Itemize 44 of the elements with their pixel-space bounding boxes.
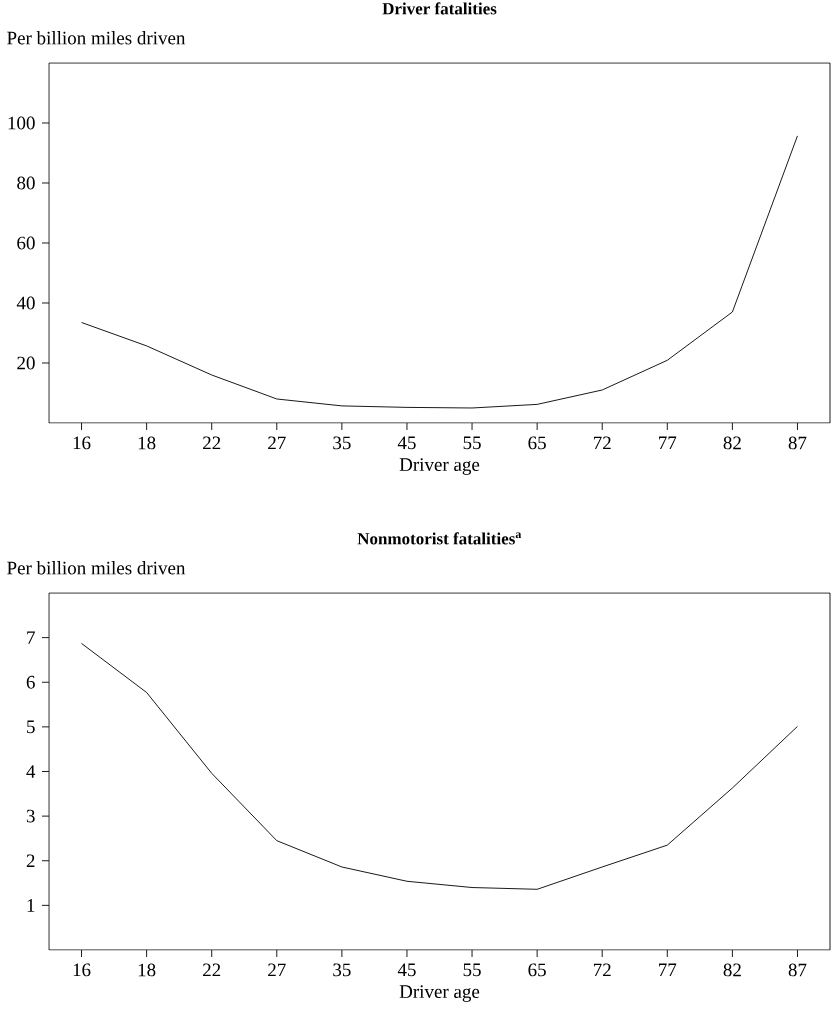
y-tick-label: 40 (16, 296, 35, 310)
x-tick-label: 16 (73, 436, 91, 450)
x-tick-label: 22 (203, 436, 221, 450)
chart-title: Driver fatalities (382, 2, 497, 15)
y-axis-title: Per billion miles driven (7, 31, 186, 45)
line-series (81, 135, 798, 409)
chart-title: Nonmotorist fatalities$^{a}$ (357, 532, 522, 545)
x-tick-label: 22 (203, 963, 221, 977)
y-axis-title: Per billion miles driven (7, 561, 186, 575)
x-tick-label: 16 (73, 963, 91, 977)
x-tick-label: 35 (333, 963, 351, 977)
x-tick-label: 55 (463, 436, 481, 450)
y-tick-label: 3 (26, 809, 35, 823)
x-tick-label: 35 (333, 436, 351, 450)
x-axis-title: Driver age (399, 985, 480, 1002)
x-tick-label: 82 (723, 963, 741, 977)
x-tick-label: 55 (463, 963, 481, 977)
x-tick-label: 45 (397, 963, 416, 977)
x-tick-label: 45 (397, 436, 416, 450)
y-tick-label: 4 (26, 765, 36, 778)
x-tick-label: 18 (138, 963, 156, 977)
x-tick-label: 27 (268, 436, 286, 450)
x-tick-label: 77 (659, 963, 677, 976)
x-tick-label: 72 (593, 436, 611, 450)
x-tick-label: 27 (268, 963, 286, 977)
x-tick-label: 18 (138, 436, 156, 450)
y-tick-label: 1 (27, 899, 35, 912)
x-tick-label: 65 (528, 436, 546, 450)
y-tick-label: 100 (8, 116, 35, 130)
y-tick-label: 2 (26, 854, 35, 868)
line-series (81, 642, 798, 890)
x-tick-label: 87 (788, 436, 807, 450)
y-tick-label: 20 (17, 356, 35, 370)
y-tick-label: 7 (27, 631, 35, 644)
y-tick-label: 80 (17, 176, 35, 190)
x-axis-title: Driver age (399, 458, 480, 475)
x-tick-label: 65 (528, 963, 546, 977)
x-tick-label: 72 (593, 963, 611, 977)
x-tick-label: 82 (723, 436, 741, 450)
x-tick-label: 77 (659, 436, 677, 449)
y-tick-label: 6 (26, 675, 35, 689)
y-tick-label: 60 (17, 236, 35, 250)
x-tick-label: 87 (788, 963, 807, 977)
y-tick-label: 5 (27, 720, 35, 734)
